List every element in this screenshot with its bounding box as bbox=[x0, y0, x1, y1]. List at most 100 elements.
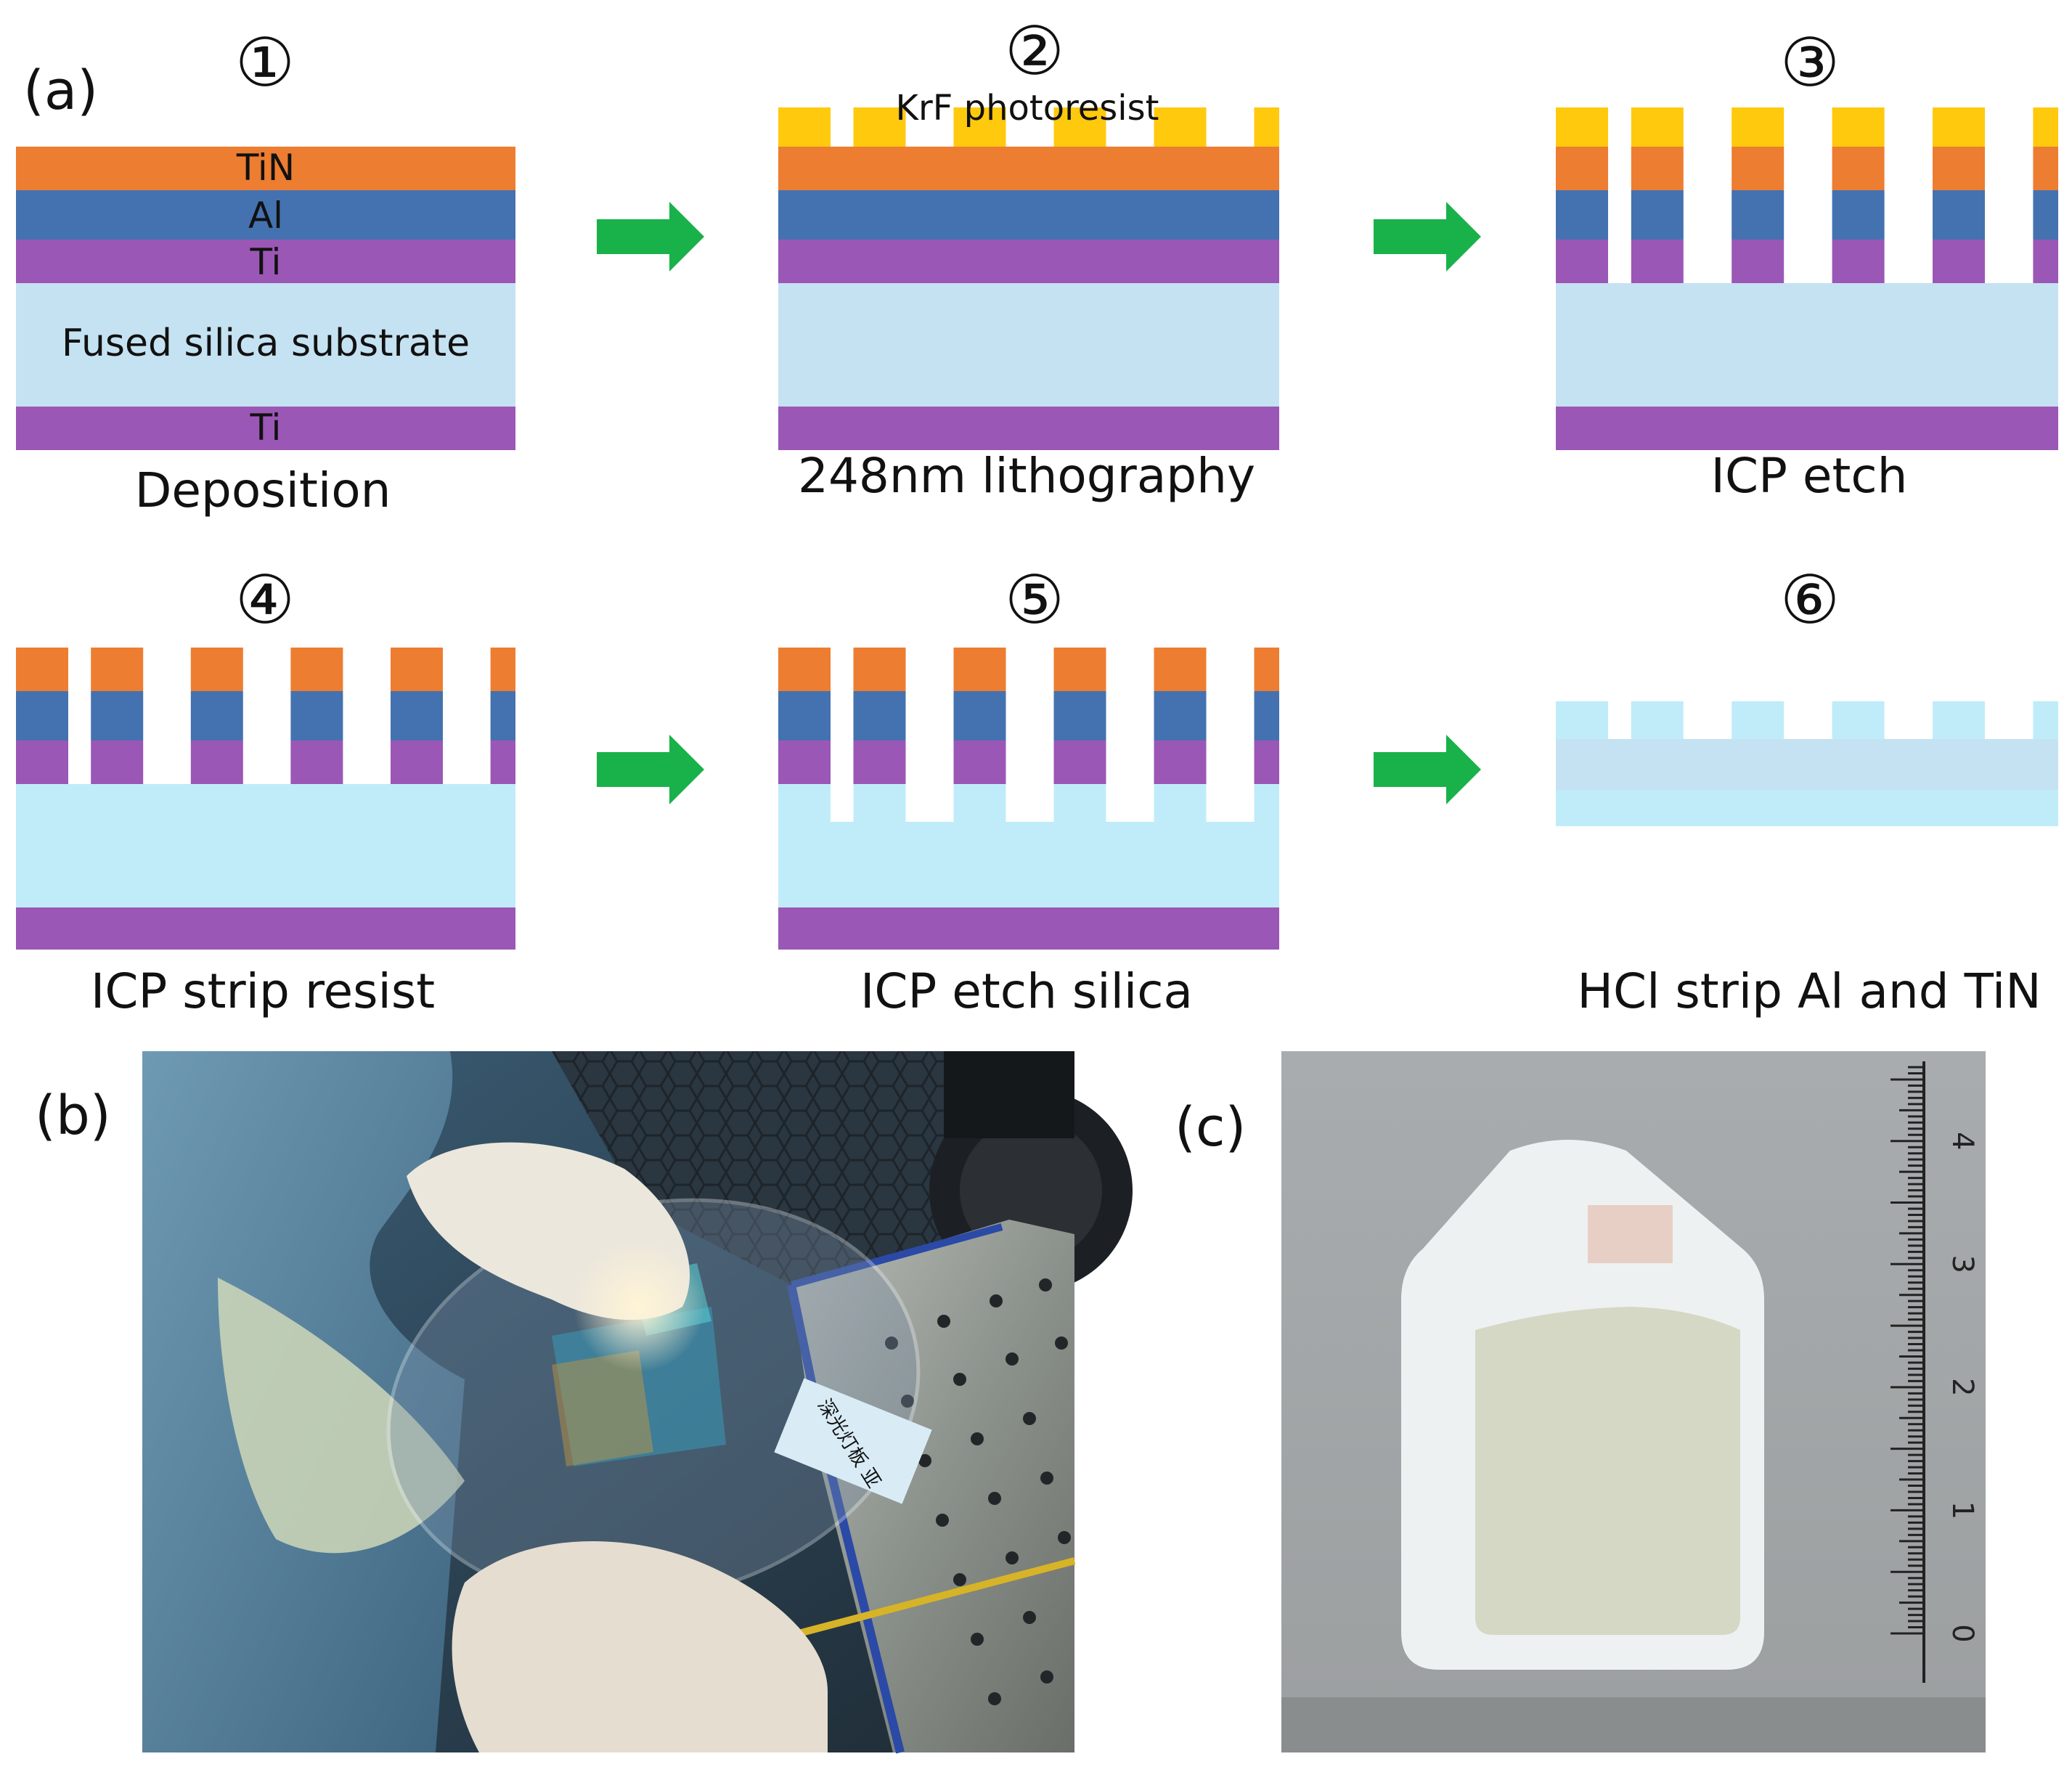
tin-segment bbox=[391, 648, 443, 691]
ti-segment bbox=[91, 740, 144, 784]
arrow-4-5 bbox=[597, 735, 704, 804]
tin-segment bbox=[16, 648, 68, 691]
photoresist-block bbox=[1556, 107, 1608, 147]
step-6-caption: HCl strip Al and TiN bbox=[1577, 963, 2041, 1019]
al-segment bbox=[91, 691, 144, 740]
ti-bottom-label: Ti bbox=[250, 407, 282, 449]
ruler-tick-label: 3 bbox=[1946, 1255, 1979, 1273]
ti-segment bbox=[490, 740, 515, 784]
step-5-number: ⑤ bbox=[1005, 561, 1064, 639]
al-segment bbox=[1631, 190, 1684, 240]
tin-segment bbox=[2033, 147, 2058, 190]
al-segment bbox=[190, 691, 243, 740]
tin-segment bbox=[1053, 648, 1106, 691]
tin-segment bbox=[490, 648, 515, 691]
step-3-stack bbox=[1556, 107, 2058, 450]
photoresist-block bbox=[853, 107, 906, 147]
silica-ridge bbox=[1556, 701, 1608, 739]
arrow-1-2 bbox=[597, 202, 704, 272]
ruler-tick-label: 0 bbox=[1946, 1624, 1979, 1642]
photoresist-block bbox=[1832, 107, 1885, 147]
ti-segment bbox=[190, 740, 243, 784]
al-label: Al bbox=[248, 195, 283, 237]
photo-cleanroom: 深光灯板 亚 bbox=[142, 1051, 1133, 1754]
photoresist-label: KrF photoresist bbox=[896, 88, 1159, 128]
pillar-array bbox=[16, 648, 515, 784]
silica-ridge bbox=[1254, 784, 1279, 822]
tin-segment bbox=[190, 648, 243, 691]
silica-ridge bbox=[1732, 701, 1785, 739]
ti-segment bbox=[1631, 240, 1684, 283]
silica-base bbox=[1556, 790, 2058, 826]
ruler-tick-label: 4 bbox=[1946, 1132, 1979, 1150]
silica-substrate bbox=[1556, 283, 2058, 407]
silica-ridge bbox=[1832, 701, 1885, 739]
tin-segment bbox=[290, 648, 343, 691]
ti-bottom-layer bbox=[16, 407, 515, 450]
step-4-caption: ICP strip resist bbox=[91, 963, 435, 1019]
tin-segment bbox=[1154, 648, 1207, 691]
silica-ridge bbox=[853, 784, 906, 822]
silica-ridge bbox=[1631, 701, 1684, 739]
photoresist-block bbox=[1933, 107, 1985, 147]
al-segment bbox=[1053, 691, 1106, 740]
ti-bottom-layer bbox=[778, 907, 1279, 950]
ti-segment bbox=[1933, 240, 1985, 283]
ti-segment bbox=[1254, 740, 1279, 784]
wafer-label-tag bbox=[774, 1378, 932, 1504]
al-segment bbox=[2033, 190, 2058, 240]
tin-segment bbox=[778, 648, 831, 691]
arrow-5-6 bbox=[1374, 735, 1481, 804]
tin-segment bbox=[1631, 147, 1684, 190]
ti-top-label: Ti bbox=[250, 241, 282, 283]
photoresist-block bbox=[1254, 107, 1279, 147]
tin-segment bbox=[1832, 147, 1885, 190]
panel-b-label: (b) bbox=[35, 1085, 111, 1147]
ti-segment bbox=[1732, 240, 1785, 283]
step-5-stack bbox=[778, 648, 1279, 950]
photoresist-block bbox=[953, 107, 1006, 147]
ti-segment bbox=[1832, 240, 1885, 283]
ti-top-layer bbox=[16, 240, 515, 283]
tin-label: TiN bbox=[236, 147, 295, 189]
grating-area bbox=[1475, 1307, 1740, 1635]
step-2-caption: 248nm lithography bbox=[798, 448, 1255, 504]
step-1-number: ① bbox=[235, 24, 295, 102]
silica-substrate bbox=[778, 283, 1279, 407]
ruler-tick-label: 1 bbox=[1946, 1501, 1979, 1519]
al-segment bbox=[1556, 190, 1608, 240]
photo-sample: 4 3 2 1 0 bbox=[1281, 1051, 1986, 1752]
panel-c-label: (c) bbox=[1175, 1096, 1246, 1159]
ti-top-layer bbox=[778, 240, 1279, 283]
tin-segment bbox=[853, 648, 906, 691]
step-2-number: ② bbox=[1005, 12, 1064, 90]
photoresist-block bbox=[1154, 107, 1207, 147]
silica-ridge bbox=[953, 784, 1006, 822]
photoresist-block bbox=[1631, 107, 1684, 147]
panel-a-label: (a) bbox=[23, 60, 98, 122]
pillar-array bbox=[1556, 107, 2058, 283]
ruler-tick-label: 2 bbox=[1946, 1378, 1979, 1396]
silica-ridge bbox=[1154, 784, 1207, 822]
silica-substrate bbox=[778, 822, 1279, 907]
step-6-stack bbox=[1556, 701, 2058, 826]
al-layer bbox=[778, 190, 1279, 240]
step-2-stack: KrF photoresist bbox=[778, 88, 1279, 450]
substrate-label: Fused silica substrate bbox=[62, 322, 470, 365]
ti-segment bbox=[853, 740, 906, 784]
step-1-caption: Deposition bbox=[135, 462, 391, 518]
al-segment bbox=[1154, 691, 1207, 740]
al-segment bbox=[290, 691, 343, 740]
step-3-number: ③ bbox=[1780, 24, 1840, 102]
ti-segment bbox=[1154, 740, 1207, 784]
photoresist-block bbox=[2033, 107, 2058, 147]
tin-layer bbox=[778, 147, 1279, 190]
ti-segment bbox=[953, 740, 1006, 784]
tin-layer bbox=[16, 147, 515, 190]
tin-segment bbox=[1732, 147, 1785, 190]
photoresist-pattern bbox=[778, 107, 1279, 147]
al-segment bbox=[778, 691, 831, 740]
perforation-holes bbox=[885, 1278, 1071, 1705]
al-segment bbox=[391, 691, 443, 740]
